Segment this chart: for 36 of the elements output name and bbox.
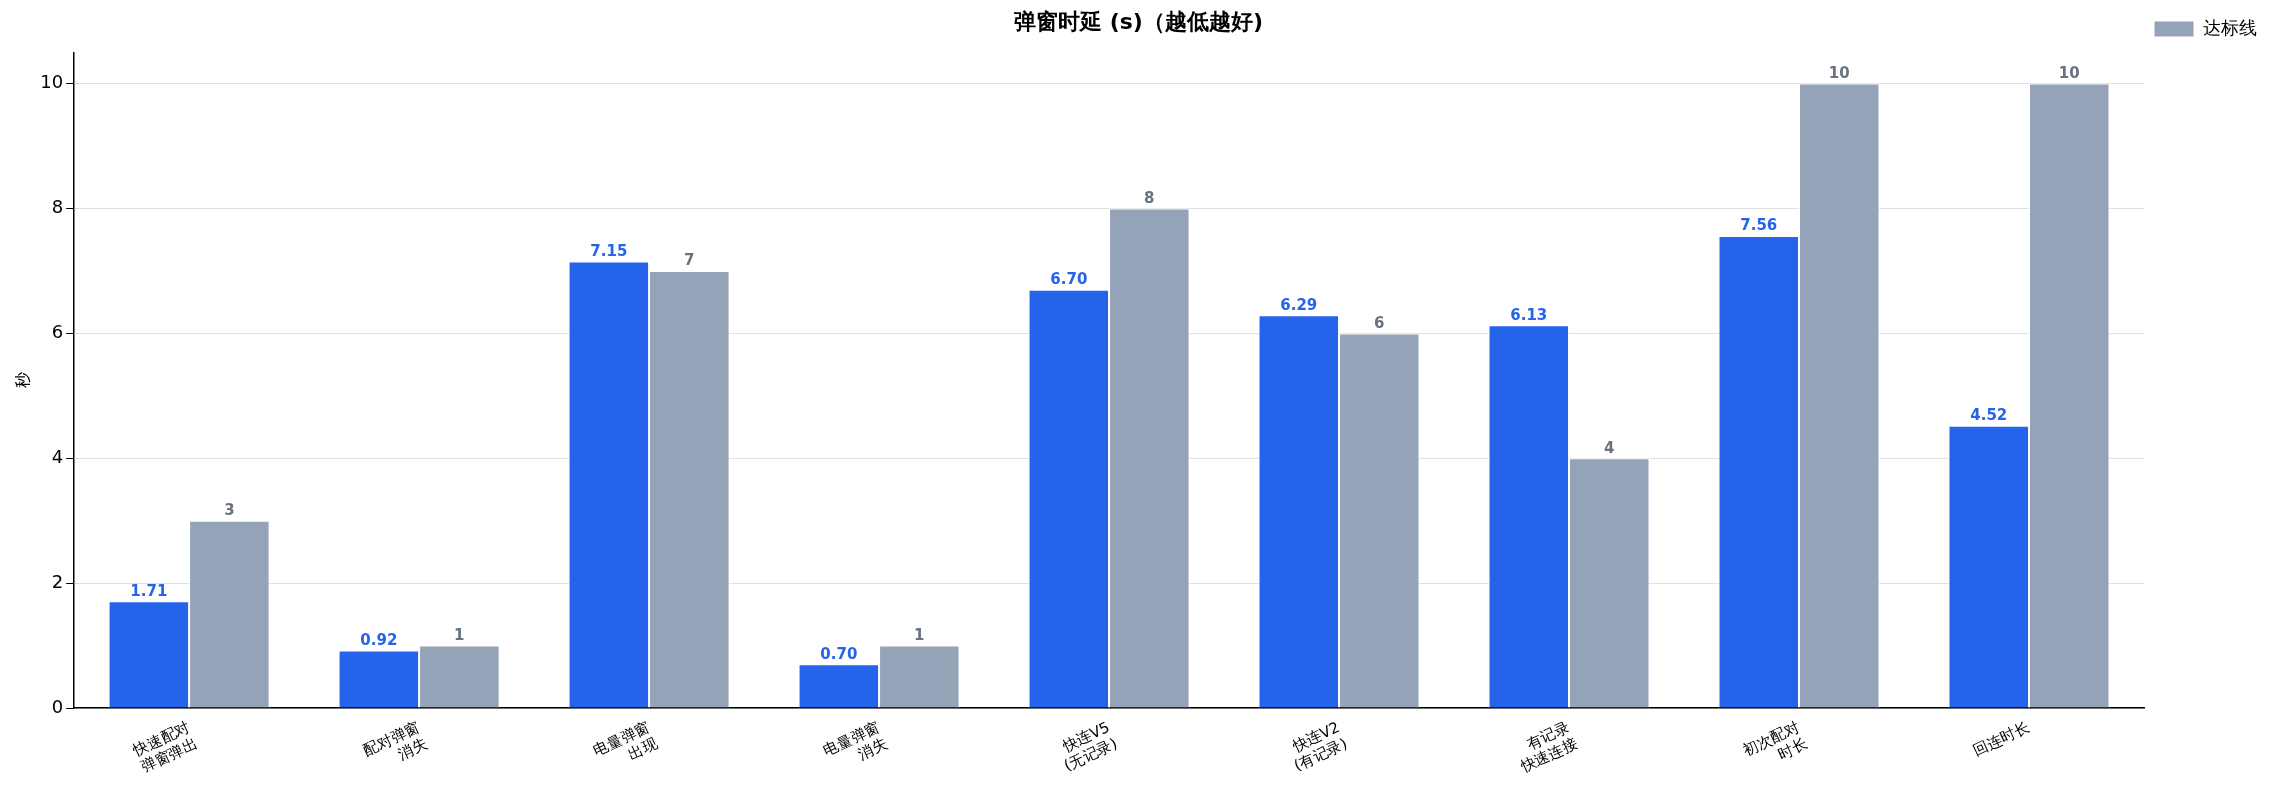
data-label: 7 [684, 251, 695, 270]
y-tick-label: 4 [51, 445, 64, 467]
data-label: 7.56 [1740, 216, 1778, 235]
x-tick-label: 电量弹窗 消失 [820, 718, 891, 764]
x-tick-label: 有记录 快速连接 [1517, 718, 1580, 777]
data-label: 6.29 [1280, 295, 1318, 314]
data-label: 10 [2058, 64, 2080, 83]
y-axis-title: 秒 [12, 372, 32, 389]
data-label: 7.15 [590, 241, 628, 260]
y-tick-label: 0 [51, 695, 64, 717]
legend-label: 达标线 [2203, 16, 2257, 38]
data-label: 1.71 [130, 581, 168, 600]
y-tick-label: 8 [51, 196, 64, 218]
chart-title: 弹窗时延 (s)（越低越好) [1014, 8, 1263, 34]
y-tick-label: 10 [40, 71, 64, 93]
data-label: 6.70 [1050, 270, 1088, 289]
x-tick-label: 快连V2 (有记录) [1288, 718, 1350, 775]
x-tick-label: 电量弹窗 出现 [590, 718, 661, 764]
y-tick-label: 2 [51, 570, 64, 592]
data-label: 8 [1144, 188, 1155, 207]
x-tick-label: 配对弹窗 消失 [360, 718, 431, 764]
data-label: 1 [914, 625, 925, 644]
data-label: 6 [1374, 313, 1385, 332]
x-tick-label: 回连时长 [1970, 718, 2033, 760]
data-label: 4 [1604, 438, 1615, 457]
data-label: 3 [224, 501, 235, 520]
x-tick-label: 快连V5 (无记录) [1058, 718, 1120, 775]
data-label: 10 [1828, 64, 1850, 83]
data-label: 6.13 [1510, 305, 1548, 324]
data-label: 0.70 [820, 644, 858, 663]
data-label: 0.92 [360, 630, 398, 649]
x-tick-label: 初次配对 时长 [1740, 718, 1810, 764]
data-label: 1 [454, 625, 465, 644]
x-tick-label: 快速配对 弹窗弹出 [129, 718, 201, 776]
y-tick-label: 6 [51, 321, 64, 343]
data-label: 4.52 [1970, 406, 2008, 425]
